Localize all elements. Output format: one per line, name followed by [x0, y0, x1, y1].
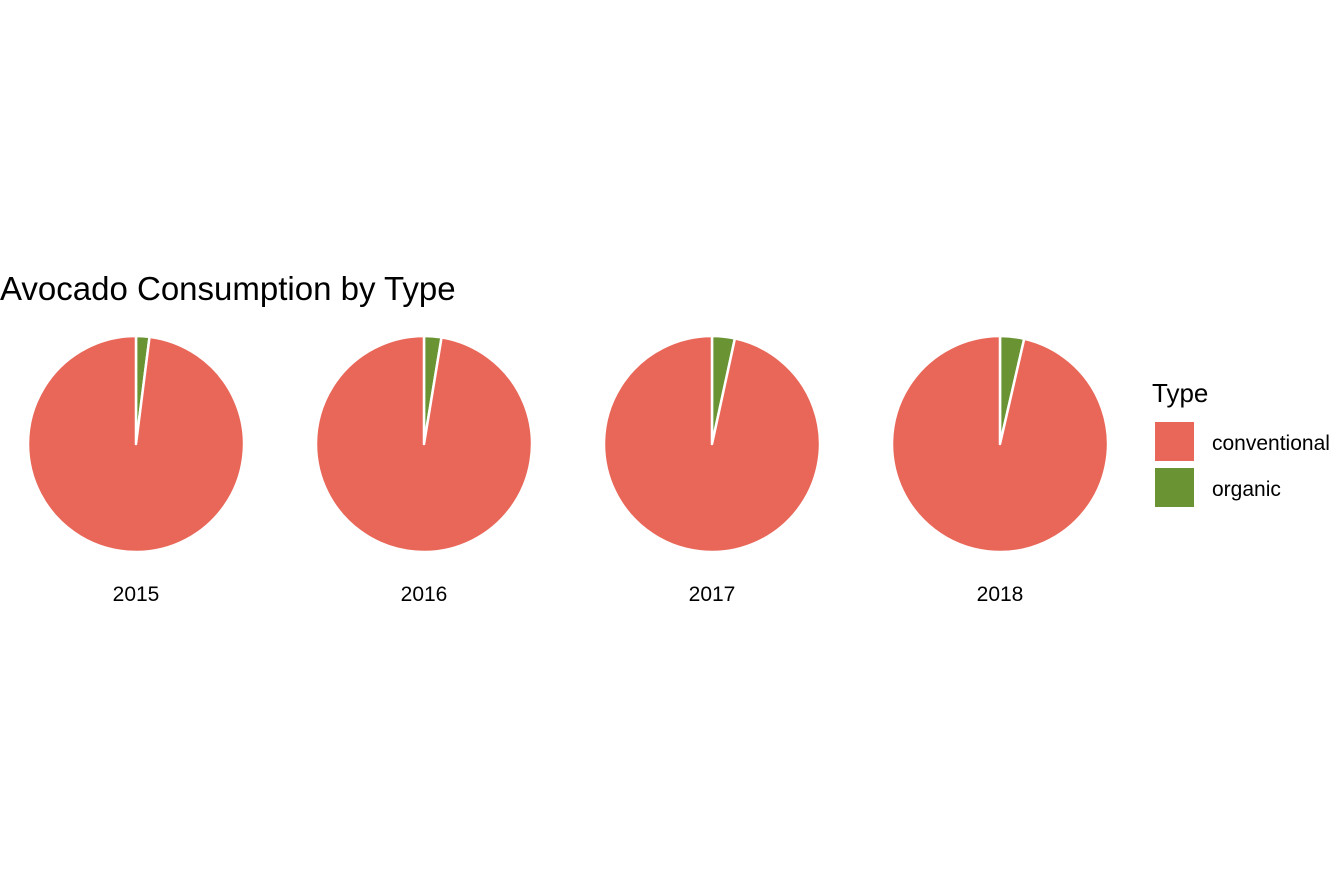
pie-2017: 2017 [602, 334, 822, 606]
facet-label-2016: 2016 [401, 583, 448, 606]
legend-label-organic: organic [1212, 478, 1281, 501]
pie-slice-2017-conventional [602, 334, 822, 554]
legend: Type conventional organic [1152, 378, 1330, 507]
pie-slice-2016-conventional [314, 334, 534, 554]
pie-slice-2018-conventional [890, 334, 1110, 554]
legend-key-organic [1155, 468, 1194, 507]
legend-title: Type [1152, 378, 1208, 408]
legend-key-conventional [1155, 422, 1194, 461]
facet-label-2017: 2017 [689, 583, 736, 606]
pie-slice-2015-conventional [26, 334, 246, 554]
legend-label-conventional: conventional [1212, 432, 1330, 455]
facet-label-2015: 2015 [113, 583, 160, 606]
pie-2016: 2016 [314, 334, 534, 606]
facet-label-2018: 2018 [977, 583, 1024, 606]
pie-2018: 2018 [890, 334, 1110, 606]
chart-title: Avocado Consumption by Type [0, 270, 456, 307]
pie-2015: 2015 [26, 334, 246, 606]
pie-facets: 2015 2016 2017 2018 [26, 334, 1110, 606]
legend-items: conventional organic [1155, 422, 1330, 507]
